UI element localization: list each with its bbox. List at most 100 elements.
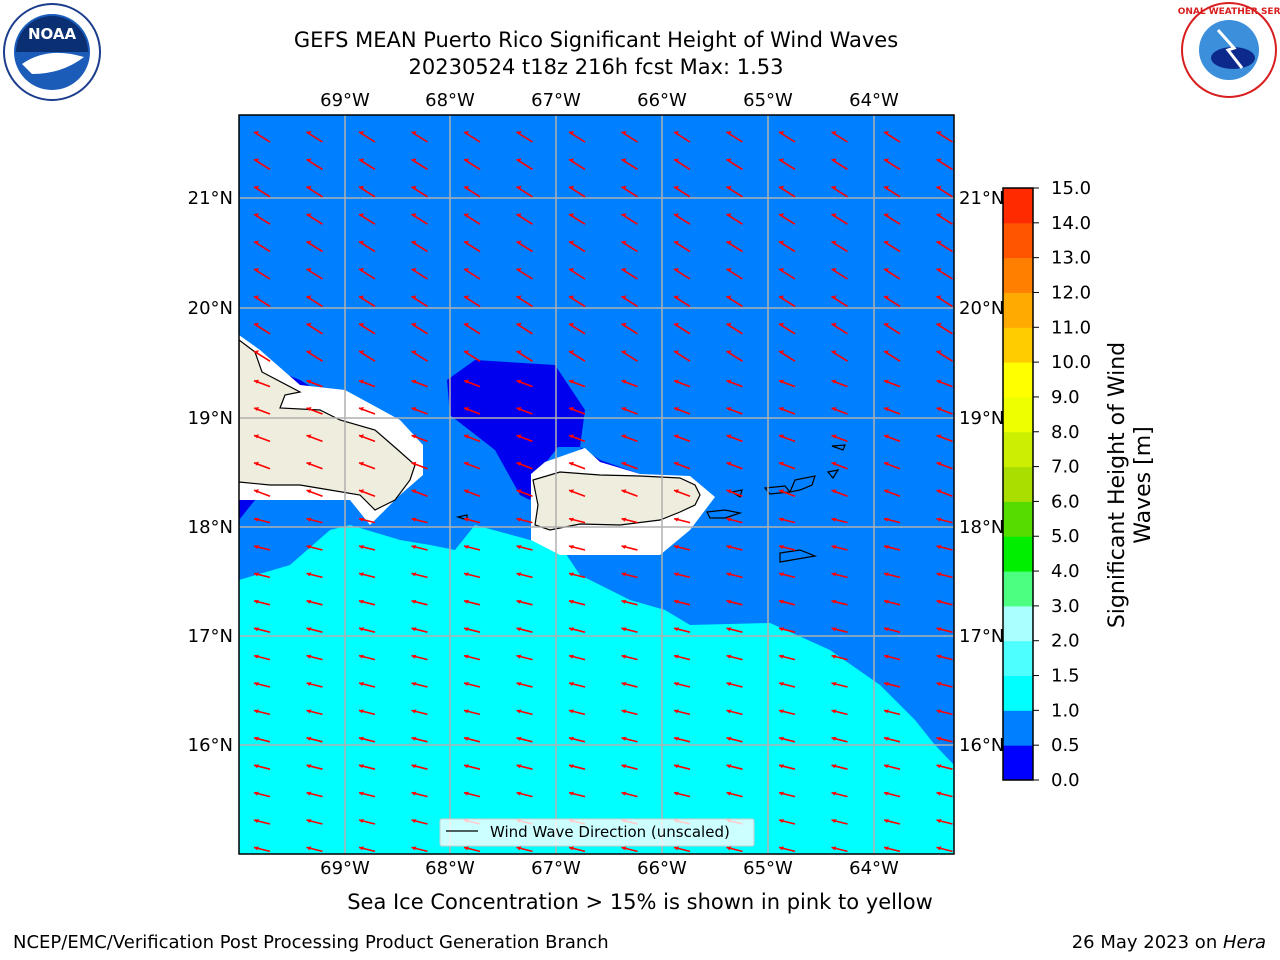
island-sombrero xyxy=(831,444,846,451)
wave-direction-arrow xyxy=(831,764,848,770)
wave-direction-arrow xyxy=(411,158,428,171)
wave-direction-arrow xyxy=(516,599,533,606)
island-vieques xyxy=(706,509,743,519)
wave-direction-arrow xyxy=(253,240,271,253)
colorbar-tick-label: 5.0 xyxy=(1051,526,1080,547)
wave-direction-arrow xyxy=(726,322,743,335)
wave-direction-arrow xyxy=(568,407,586,415)
wave-direction-arrow xyxy=(253,517,271,524)
wave-direction-arrow xyxy=(253,654,271,661)
footer-branch: NCEP/EMC/Verification Post Processing Pr… xyxy=(13,932,609,953)
wave-direction-arrow xyxy=(463,517,481,524)
wave-direction-arrow xyxy=(516,322,533,335)
wave-direction-arrow xyxy=(253,819,271,825)
wave-direction-arrow xyxy=(883,350,901,362)
wave-direction-arrow xyxy=(358,461,376,470)
wave-direction-arrow xyxy=(621,627,638,633)
wave-direction-arrow xyxy=(306,489,323,497)
wave-direction-arrow xyxy=(411,461,428,470)
graticule xyxy=(239,115,954,854)
wave-direction-arrow xyxy=(673,158,691,171)
wave-direction-arrow xyxy=(358,545,376,551)
wave-direction-arrow xyxy=(726,682,743,688)
wave-direction-arrow xyxy=(253,434,271,443)
wave-direction-arrow xyxy=(883,407,901,415)
colorbar-tick-label: 11.0 xyxy=(1051,317,1091,338)
wave-direction-arrow xyxy=(411,682,428,688)
nws-logo-text: NATIONAL WEATHER SERVICE xyxy=(1178,7,1280,17)
wave-direction-arrow xyxy=(411,131,428,143)
colorbar-frame xyxy=(1002,187,1034,781)
wave-direction-arrow xyxy=(358,709,376,716)
wave-direction-arrow xyxy=(253,185,271,198)
colorbar-label-line1: Significant Height of Wind xyxy=(1105,342,1130,628)
lat-label-right: 20°N xyxy=(959,298,1004,319)
wave-direction-arrow xyxy=(253,158,271,171)
noaa-logo: NOAA xyxy=(3,3,101,101)
wave-direction-arrow xyxy=(568,350,586,362)
lon-labels-top: 69°W 68°W 67°W 66°W 65°W 64°W xyxy=(320,90,899,111)
wave-direction-arrow xyxy=(936,407,953,415)
lon-label-top: 66°W xyxy=(637,90,687,111)
lat-labels-right: 21°N 20°N 19°N 18°N 17°N 16°N xyxy=(959,188,1004,756)
wave-direction-arrow xyxy=(673,434,691,443)
colorbar-tick-label: 1.0 xyxy=(1051,700,1080,721)
wave-direction-arrow xyxy=(831,295,848,308)
wave-direction-arrow xyxy=(726,461,743,470)
wave-direction-arrow xyxy=(936,434,953,443)
lat-label-left: 20°N xyxy=(188,298,233,319)
wave-direction-arrow xyxy=(516,627,533,633)
wave-direction-arrow xyxy=(463,461,481,470)
wave-direction-arrow xyxy=(936,461,953,470)
wave-direction-arrow xyxy=(778,213,796,225)
map-field xyxy=(239,115,954,854)
lon-label-top: 64°W xyxy=(849,90,899,111)
island-st-croix xyxy=(779,549,818,563)
wave-direction-arrow xyxy=(463,545,481,551)
wave-direction-arrow xyxy=(516,158,533,171)
wave-direction-arrow xyxy=(411,736,428,743)
wave-direction-arrow xyxy=(568,654,586,661)
wave-direction-arrow xyxy=(883,322,901,335)
wave-direction-arrow xyxy=(568,295,586,308)
wave-direction-arrow xyxy=(358,764,376,770)
wave-direction-arrow xyxy=(778,407,796,415)
lat-label-left: 17°N xyxy=(188,626,233,647)
wave-direction-arrow xyxy=(253,322,271,335)
wave-direction-arrow xyxy=(883,131,901,143)
wave-direction-arrow xyxy=(306,819,323,825)
wave-direction-arrow xyxy=(936,322,953,335)
wave-direction-arrow xyxy=(306,627,323,633)
wave-direction-arrow xyxy=(778,461,796,470)
wave-direction-arrow xyxy=(358,295,376,308)
wave-direction-arrow xyxy=(726,846,743,853)
wave-direction-arrow xyxy=(306,350,323,362)
wave-direction-arrow xyxy=(778,599,796,606)
wave-direction-arrow xyxy=(621,268,638,280)
wave-direction-arrow xyxy=(253,213,271,225)
lat-label-right: 21°N xyxy=(959,188,1004,209)
wave-direction-arrow xyxy=(306,158,323,171)
wave-direction-arrow xyxy=(516,240,533,253)
wave-direction-arrow xyxy=(516,461,533,470)
wave-direction-arrow xyxy=(883,791,901,798)
wave-direction-arrow xyxy=(673,213,691,225)
wave-direction-arrow xyxy=(936,185,953,198)
wave-direction-arrow xyxy=(778,709,796,716)
colorbar-tick-label: 9.0 xyxy=(1051,387,1080,408)
wave-direction-arrow xyxy=(883,295,901,308)
wave-direction-arrow xyxy=(306,213,323,225)
wave-direction-arrow xyxy=(463,350,481,362)
wave-direction-arrow xyxy=(463,489,481,497)
wave-direction-arrow xyxy=(883,572,901,579)
lon-label-bottom: 64°W xyxy=(849,858,899,879)
wave-direction-arrow xyxy=(621,131,638,143)
wave-direction-arrow xyxy=(621,185,638,198)
wave-direction-arrow xyxy=(568,545,586,551)
wave-direction-arrow xyxy=(568,131,586,143)
wave-direction-arrow xyxy=(726,709,743,716)
wave-direction-arrow xyxy=(778,682,796,688)
wave-direction-arrow xyxy=(673,736,691,743)
wave-direction-arrow xyxy=(253,379,271,388)
wave-direction-arrow xyxy=(883,240,901,253)
